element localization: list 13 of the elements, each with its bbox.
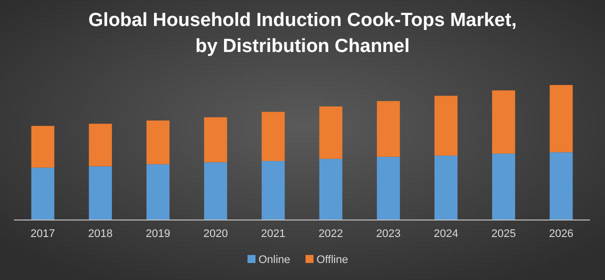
x-tick-label: 2026 [548, 228, 574, 240]
x-tick-label: 2017 [30, 228, 56, 240]
x-tick-label: 2023 [376, 228, 401, 240]
legend-label: Online [258, 254, 290, 266]
x-tick-label: 2024 [434, 228, 458, 240]
chart-title: Global Household Induction Cook-Tops Market, by Distribution Channel [88, 10, 517, 57]
legend-label: Offline [316, 254, 348, 266]
x-tick-label: 2018 [88, 228, 113, 240]
x-tick-label: 2019 [146, 228, 170, 240]
x-tick-label: 2021 [260, 228, 286, 240]
x-tick-label: 2025 [491, 228, 516, 240]
x-tick-label: 2020 [203, 228, 228, 240]
x-tick-label: 2022 [318, 228, 344, 240]
